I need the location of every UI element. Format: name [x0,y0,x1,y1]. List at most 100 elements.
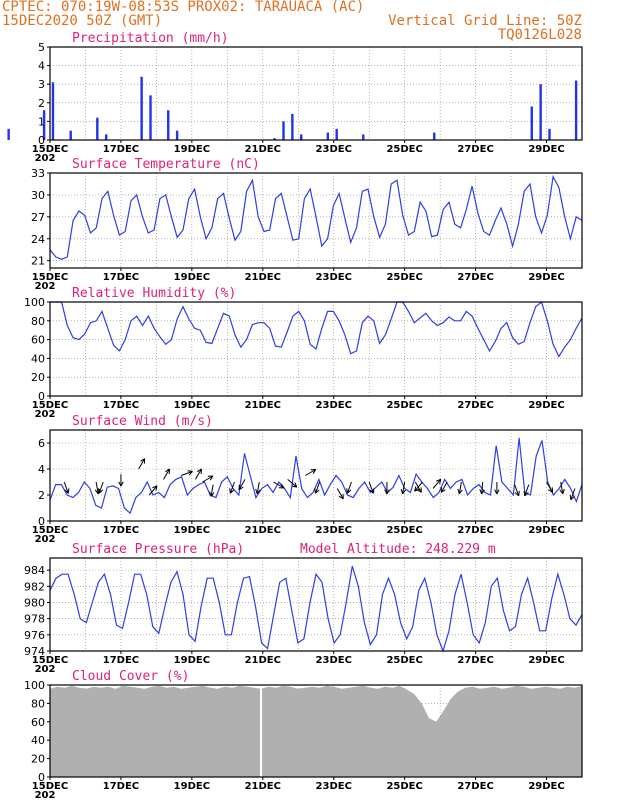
wind-arrow-shaft [238,479,246,491]
x-tick-label: 15DEC [32,400,68,411]
y-tick-label: 6 [38,437,45,450]
wind-arrow [559,481,565,495]
wind-arrow-shaft [514,484,520,497]
x-year-label: 202 [35,664,56,675]
wind-arrow-head [518,490,520,496]
wind-arrow-head [188,471,193,476]
y-tick-label: 20 [31,753,45,766]
wind-arrow-head [155,485,158,491]
wind-arrow-shaft [95,481,99,494]
y-tick-label: 80 [31,697,45,710]
wind-arrow-shaft [458,481,462,494]
x-tick-label: 25DEC [386,781,422,792]
y-tick-label: 21 [31,255,45,268]
wind-arrow-head [548,489,553,493]
x-tick-label: 29DEC [528,655,564,666]
x-tick-label: 15DEC [32,144,68,155]
panel-subtitle: Model Altitude: 248.229 m [300,542,496,557]
y-tick-label: 33 [31,167,45,180]
wind-arrow-head [402,489,406,495]
header-line2-right: Vertical Grid Line: 50Z [388,13,582,29]
wind-arrow [238,479,246,491]
x-tick-label: 29DEC [528,781,564,792]
wind-arrow-shaft [138,458,146,470]
wind-arrow-head [209,491,212,497]
panel-title: Cloud Cover (%) [72,669,189,684]
y-tick-label: 24 [31,233,45,246]
wind-arrow-head [369,489,374,494]
x-tick-label: 29DEC [528,272,564,283]
wind-arrow [414,481,423,492]
wind-arrow-shaft [432,478,442,489]
wind-arrow-head [347,489,352,494]
wind-arrow-head [414,488,420,492]
wind-arrow-head [291,485,297,488]
wind-arrow-head [569,494,572,500]
x-tick-label: 27DEC [457,655,493,666]
wind-arrow-head [386,489,390,495]
y-tick-label: 60 [31,334,45,347]
wind-arrow-head [165,468,170,473]
x-tick-label: 15DEC [32,272,68,283]
wind-arrow [523,484,530,497]
plot-frame [49,684,583,778]
wind-arrow [163,468,170,480]
x-year-label: 202 [35,790,56,800]
y-tick-label: 60 [31,716,45,729]
wind-arrow-shaft [346,481,352,494]
series-line [49,174,583,260]
precip-bar [42,110,46,140]
header-line2-left: 15DEC2020 50Z (GMT) [2,13,163,29]
wind-arrow-head [559,489,564,495]
header-line1: CPTEC: 070:19W-08:53S PROX02: TARAUACA (… [2,0,365,15]
wind-arrow-head [280,483,285,489]
precip-bar [140,76,143,140]
wind-arrow-head [514,492,520,497]
wind-arrow-head [98,489,104,494]
wind-arrow-head [255,488,258,494]
wind-arrow-head [457,488,460,494]
panel-title: Surface Temperature (nC) [72,157,260,172]
x-tick-label: 29DEC [528,144,564,155]
x-tick-label: 19DEC [174,781,210,792]
plot-frame [49,301,583,397]
wind-arrow-shaft [210,484,214,497]
precip-bar [326,132,330,140]
x-year-label: 202 [35,281,56,292]
wind-arrow [440,481,448,493]
plot-frame [49,46,583,141]
panel-2: 21 24 27 30 33 15DEC 17DEC 19DEC 21DEC 23DEC 25DEC… [31,157,583,292]
x-tick-label: 23DEC [316,525,352,536]
wind-arrow [457,481,463,495]
y-tick-label: 27 [31,211,45,224]
precip-bar [175,130,179,140]
y-tick-label: 30 [31,189,45,202]
wind-arrow-head [562,488,565,494]
x-year-label: 202 [35,153,56,164]
wind-arrow [118,474,124,487]
plot-frame [49,172,583,269]
x-tick-label: 27DEC [457,525,493,536]
wind-arrow-shaft [181,470,193,476]
wind-arrow [569,488,576,501]
x-tick-label: 29DEC [528,525,564,536]
x-tick-label: 27DEC [457,781,493,792]
wind-arrow [400,481,406,495]
wind-arrow [255,481,261,495]
series-line [50,300,583,358]
x-tick-label: 15DEC [32,781,68,792]
wind-arrow-head [440,489,446,493]
wind-arrow-head [524,492,529,497]
wind-arrow-head [479,489,483,495]
y-tick-label: 40 [31,352,45,365]
y-tick-label: 974 [24,645,45,658]
x-tick-label: 23DEC [316,655,352,666]
wind-arrow [138,458,146,470]
wind-arrow-head [314,488,316,494]
wind-arrow [273,481,285,489]
wind-arrow [97,481,104,494]
x-tick-label: 17DEC [103,781,139,792]
x-tick-label: 17DEC [103,144,139,155]
wind-arrow [314,481,321,494]
